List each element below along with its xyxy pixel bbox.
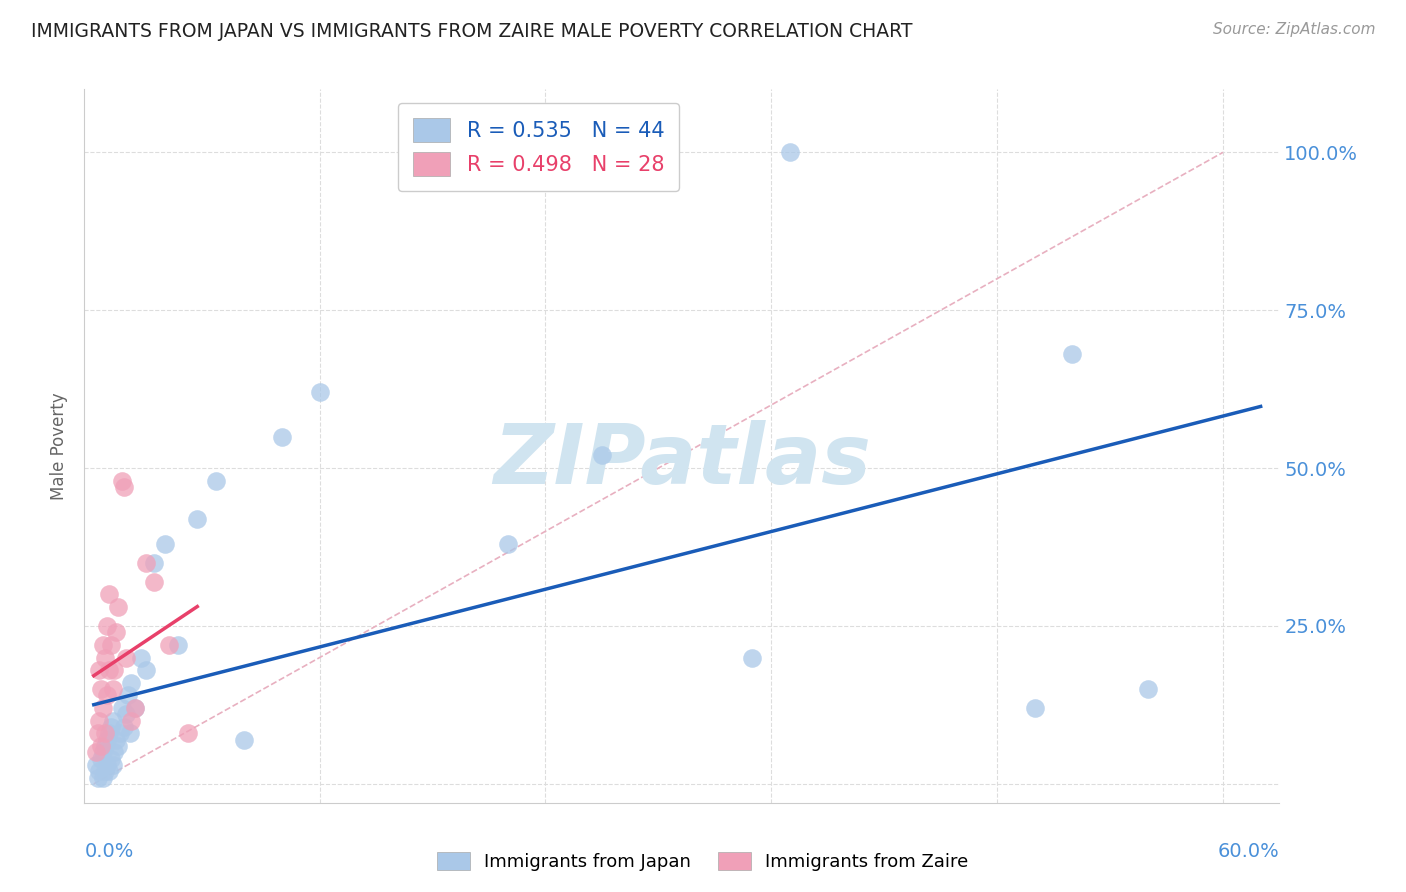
Point [94, 726, 117, 740]
Point [112, 480, 135, 494]
Point [107, 739, 129, 753]
Point [84, 745, 107, 759]
Point [591, 449, 613, 463]
Point [90, 751, 112, 765]
Text: Source: ZipAtlas.com: Source: ZipAtlas.com [1212, 22, 1375, 37]
Point [124, 701, 146, 715]
Point [117, 689, 139, 703]
Point [100, 751, 122, 765]
Point [741, 650, 763, 665]
Point [157, 638, 180, 652]
Point [89, 764, 111, 779]
Point [1062, 347, 1084, 361]
Point [91, 771, 114, 785]
Point [96, 758, 118, 772]
Point [108, 726, 131, 740]
Point [1136, 682, 1159, 697]
Text: IMMIGRANTS FROM JAPAN VS IMMIGRANTS FROM ZAIRE MALE POVERTY CORRELATION CHART: IMMIGRANTS FROM JAPAN VS IMMIGRANTS FROM… [31, 22, 912, 41]
Point [118, 726, 141, 740]
Point [135, 663, 157, 677]
Point [105, 732, 128, 747]
Point [177, 726, 200, 740]
Point [120, 675, 142, 690]
Point [155, 537, 177, 551]
Point [94, 739, 117, 753]
Point [107, 600, 129, 615]
Point [97, 663, 120, 677]
Point [94, 764, 117, 779]
Point [89, 663, 111, 677]
Point [114, 650, 136, 665]
Point [124, 701, 146, 715]
Point [114, 707, 136, 722]
Point [143, 556, 166, 570]
Point [86, 726, 108, 740]
Point [97, 587, 120, 601]
Point [91, 638, 114, 652]
Point [233, 732, 256, 747]
Point [97, 726, 120, 740]
Point [90, 682, 112, 697]
Point [96, 689, 118, 703]
Point [103, 663, 125, 677]
Point [129, 650, 152, 665]
Text: 0.0%: 0.0% [84, 842, 134, 861]
Point [135, 556, 157, 570]
Point [84, 758, 107, 772]
Point [86, 771, 108, 785]
Point [120, 714, 142, 728]
Point [308, 385, 330, 400]
Point [112, 720, 135, 734]
Point [96, 732, 118, 747]
Text: ZIPatlas: ZIPatlas [494, 420, 870, 500]
Legend: Immigrants from Japan, Immigrants from Zaire: Immigrants from Japan, Immigrants from Z… [430, 845, 976, 879]
Point [779, 145, 801, 160]
Text: 60.0%: 60.0% [1218, 842, 1279, 861]
Point [103, 745, 125, 759]
Point [94, 650, 117, 665]
Point [96, 619, 118, 633]
Point [90, 739, 112, 753]
Point [271, 429, 294, 443]
Point [167, 638, 190, 652]
Point [91, 745, 114, 759]
Point [143, 574, 166, 589]
Point [186, 511, 208, 525]
Point [101, 682, 124, 697]
Point [100, 638, 122, 652]
Legend: R = 0.535   N = 44, R = 0.498   N = 28: R = 0.535 N = 44, R = 0.498 N = 28 [398, 103, 679, 191]
Point [111, 701, 134, 715]
Point [105, 625, 128, 640]
Point [1024, 701, 1046, 715]
Point [97, 764, 120, 779]
Point [101, 758, 124, 772]
Point [205, 474, 228, 488]
Point [100, 720, 122, 734]
Point [89, 714, 111, 728]
Point [101, 714, 124, 728]
Y-axis label: Male Poverty: Male Poverty [51, 392, 69, 500]
Point [496, 537, 519, 551]
Point [111, 474, 134, 488]
Point [91, 701, 114, 715]
